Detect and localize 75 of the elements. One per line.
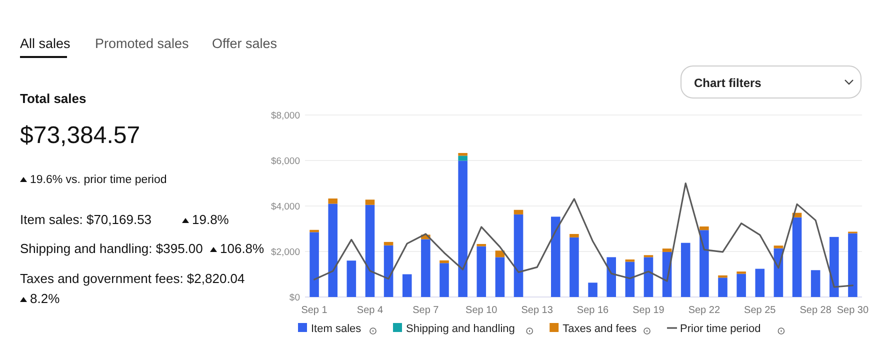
text: 19.8% — [192, 212, 230, 227]
x-tick-label: Sep 19 — [632, 305, 665, 316]
y-tick-label: $0 — [289, 292, 300, 304]
y-tick-label: $4,000 — [270, 202, 300, 212]
text: Promoted sales — [95, 36, 190, 51]
bar — [718, 278, 728, 297]
bar — [848, 233, 858, 297]
x-tick-label: Sep 7 — [412, 305, 440, 316]
bar — [551, 216, 560, 297]
text: Total sales — [20, 91, 86, 106]
x-tick-label: Sep 16 — [576, 305, 610, 316]
bar — [402, 274, 412, 297]
bar — [810, 270, 820, 297]
bar — [570, 237, 579, 297]
bar — [384, 245, 394, 297]
bar — [328, 198, 338, 204]
bar — [458, 152, 468, 156]
x-tick-label: Sep 4 — [356, 305, 384, 316]
bar — [792, 217, 802, 297]
text: Item sales: $70,169.53 — [20, 212, 152, 227]
bar — [830, 236, 839, 297]
text: 19.6% vs. prior time period — [30, 174, 167, 186]
y-tick-label: $8,000 — [270, 110, 300, 122]
bar — [310, 232, 319, 297]
bar — [774, 246, 784, 248]
bar — [644, 257, 654, 297]
legend-label: Prior time period — [680, 323, 761, 335]
x-tick-label: Sep 13 — [521, 305, 554, 316]
text: 8.2% — [30, 291, 60, 306]
bar — [495, 257, 505, 297]
text: $73,384.57 — [20, 122, 140, 149]
bar — [514, 210, 524, 214]
x-tick-label: Sep 1 — [301, 305, 328, 316]
legend-label: Shipping and handling — [406, 323, 515, 335]
text: Offer sales — [212, 36, 278, 51]
text: All sales — [20, 36, 71, 51]
bar — [346, 260, 356, 297]
legend-label: Taxes and fees — [562, 323, 638, 335]
bar — [755, 268, 765, 297]
bar — [700, 230, 709, 297]
text: Chart filters — [694, 76, 762, 90]
bar — [365, 204, 375, 297]
line-series — [313, 182, 854, 288]
bar — [384, 242, 394, 246]
bar — [736, 274, 746, 297]
bar — [625, 262, 635, 297]
bar — [421, 239, 430, 297]
text: Taxes and government fees: $2,820.04 — [20, 271, 245, 286]
legend-label: Item sales — [311, 323, 362, 335]
bar — [458, 160, 468, 297]
text: Shipping and handling: $395.00 — [20, 241, 203, 256]
bar — [700, 226, 709, 230]
bar — [310, 230, 319, 232]
x-tick-label: Sep 28 — [800, 305, 832, 316]
bar — [570, 234, 579, 238]
bar — [365, 200, 375, 205]
bar — [440, 263, 449, 297]
bar — [458, 156, 468, 161]
bar — [588, 282, 598, 297]
bar — [606, 257, 616, 297]
bar — [662, 248, 672, 252]
x-tick-label: Sep 22 — [688, 305, 720, 316]
text: 106.8% — [220, 241, 265, 256]
bar — [718, 275, 728, 278]
bar — [328, 204, 338, 297]
x-tick-label: Sep 10 — [466, 305, 498, 316]
bar — [680, 242, 690, 297]
bar — [476, 246, 486, 297]
x-tick-label: Sep 25 — [744, 305, 776, 316]
y-tick-label: $2,000 — [270, 247, 300, 258]
bar — [514, 214, 524, 297]
x-tick-label: Sep 30 — [836, 305, 869, 316]
bar — [476, 244, 486, 246]
bar — [440, 260, 449, 264]
y-tick-label: $6,000 — [270, 156, 300, 167]
